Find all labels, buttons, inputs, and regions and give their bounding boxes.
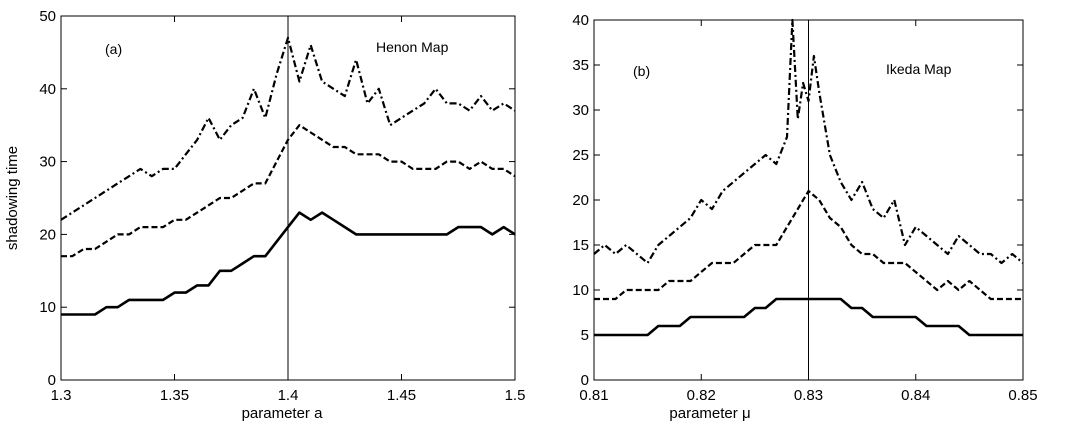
- x-axis-label: parameter μ: [669, 405, 750, 422]
- x-tick-label: 0.82: [687, 387, 716, 404]
- y-tick-label: 40: [39, 81, 56, 98]
- y-tick-label: 5: [581, 327, 589, 344]
- x-axis-label: parameter a: [242, 405, 324, 422]
- y-tick-label: 0: [48, 372, 56, 389]
- y-tick-label: 10: [572, 282, 589, 299]
- x-tick-label: 1.45: [387, 387, 416, 404]
- x-tick-label: 1.4: [278, 387, 299, 404]
- y-tick-label: 15: [572, 237, 589, 254]
- x-tick-label: 0.85: [1008, 387, 1037, 404]
- chart-panel-ikeda: parameter μ (b) Ikeda Map 0.81 0.82 0.83 0.…: [572, 12, 1037, 422]
- y-tick-label: 35: [572, 57, 589, 74]
- x-tick-label: 1.35: [160, 387, 189, 404]
- series-line-dash-dot: [593, 18, 1024, 265]
- y-tick-label: 25: [572, 147, 589, 164]
- y-tick-label: 20: [572, 192, 589, 209]
- chart-panel-henon: shadowing time parameter a (a) Henon Map…: [4, 8, 525, 422]
- x-tick-label: 1.5: [505, 387, 526, 404]
- y-tick-label: 30: [572, 102, 589, 119]
- chart-title: Henon Map: [376, 39, 449, 55]
- y-axis-label: shadowing time: [4, 146, 21, 250]
- x-tick-label: 0.84: [901, 387, 930, 404]
- x-tick-label: 0.83: [794, 387, 823, 404]
- y-tick-label: 0: [581, 372, 589, 389]
- chart-title: Ikeda Map: [886, 61, 952, 77]
- x-tick-label: 0.81: [579, 387, 608, 404]
- x-tick-label: 1.3: [51, 387, 72, 404]
- y-tick-label: 50: [39, 8, 56, 25]
- y-tick-label: 10: [39, 299, 56, 316]
- panel-label: (b): [633, 63, 650, 79]
- y-tick-label: 30: [39, 154, 56, 171]
- y-tick-label: 40: [572, 12, 589, 29]
- panel-label: (a): [105, 41, 122, 57]
- y-tick-label: 20: [39, 226, 56, 243]
